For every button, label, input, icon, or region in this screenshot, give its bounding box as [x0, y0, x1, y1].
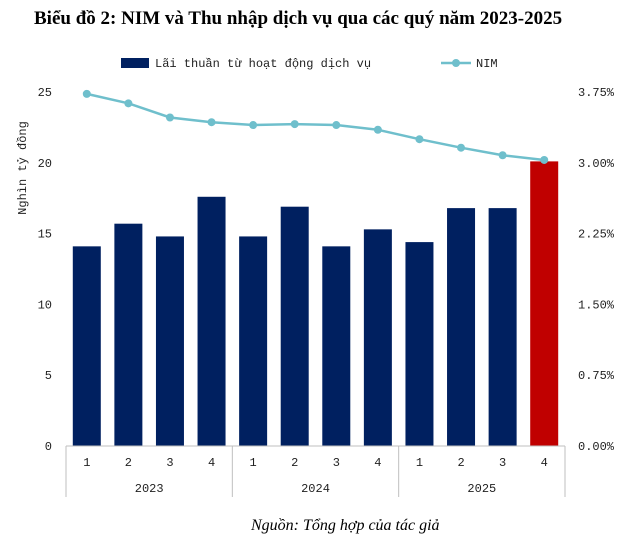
y-tick-label: 25 — [38, 86, 52, 100]
legend-bar-swatch — [121, 58, 149, 68]
x-tick-label: 2 — [291, 456, 298, 470]
y2-tick-label: 2.25% — [578, 228, 615, 242]
nim-point — [498, 151, 507, 160]
x-group-label: 2025 — [467, 482, 496, 496]
nim-point — [457, 143, 466, 152]
nim-line — [86, 92, 545, 162]
y2-tick-label: 3.00% — [578, 157, 615, 171]
bar — [363, 229, 392, 446]
y2-tick-label: 0.75% — [578, 369, 615, 383]
y2-axis-ticks: 0.00% 0.75% 1.50% 2.25% 3.00% 3.75% — [578, 86, 615, 454]
nim-point — [540, 155, 549, 164]
y-axis-ticks: 0 5 10 15 20 25 — [38, 86, 52, 454]
nim-point — [415, 135, 424, 144]
chart-title: Biểu đồ 2: NIM và Thu nhập dịch vụ qua c… — [34, 8, 563, 29]
nim-point — [207, 118, 216, 127]
bar — [530, 161, 559, 446]
y-tick-label: 5 — [45, 369, 52, 383]
y-tick-label: 0 — [45, 440, 52, 454]
bar — [322, 246, 351, 446]
bar — [280, 206, 309, 446]
legend-bar-label: Lãi thuần từ hoạt động dịch vụ — [155, 57, 371, 71]
bar — [114, 223, 143, 446]
x-tick-label: 4 — [208, 456, 215, 470]
y-tick-label: 15 — [38, 228, 52, 242]
line-series — [82, 89, 549, 164]
x-tick-label: 3 — [166, 456, 173, 470]
bar — [72, 246, 101, 446]
nim-point — [332, 121, 341, 130]
nim-point — [373, 125, 382, 134]
x-tick-label: 1 — [416, 456, 423, 470]
nim-point — [290, 120, 299, 129]
nim-point — [165, 113, 174, 122]
y-tick-label: 10 — [38, 298, 52, 312]
bar — [405, 242, 434, 446]
bar — [239, 236, 268, 446]
bar — [155, 236, 184, 446]
bar — [488, 208, 517, 446]
bar — [197, 196, 226, 446]
y2-tick-label: 3.75% — [578, 86, 615, 100]
x-tick-label: 1 — [83, 456, 90, 470]
bar — [447, 208, 476, 446]
x-tick-label: 3 — [499, 456, 506, 470]
legend: Lãi thuần từ hoạt động dịch vụ NIM — [121, 57, 498, 71]
y2-tick-label: 0.00% — [578, 440, 615, 454]
x-tick-label: 2 — [457, 456, 464, 470]
legend-line-marker — [452, 59, 460, 67]
y-tick-label: 20 — [38, 157, 52, 171]
y-axis-title: Nghìn tỷ đồng — [16, 121, 30, 215]
x-group-label: 2023 — [135, 482, 164, 496]
x-axis: 1 2 3 4 1 2 3 4 1 2 3 4 2023 2024 2025 — [65, 445, 566, 497]
source-note: Nguồn: Tổng hợp của tác giả — [251, 517, 440, 534]
x-tick-label: 4 — [541, 456, 548, 470]
nim-point — [82, 89, 91, 98]
x-tick-label: 2 — [125, 456, 132, 470]
nim-point — [249, 121, 258, 130]
legend-line-label: NIM — [476, 57, 498, 71]
x-tick-label: 4 — [374, 456, 381, 470]
x-tick-label: 3 — [333, 456, 340, 470]
bar-series — [72, 161, 559, 446]
nim-point — [124, 99, 133, 108]
x-group-label: 2024 — [301, 482, 330, 496]
y2-tick-label: 1.50% — [578, 298, 615, 312]
x-tick-label: 1 — [250, 456, 257, 470]
